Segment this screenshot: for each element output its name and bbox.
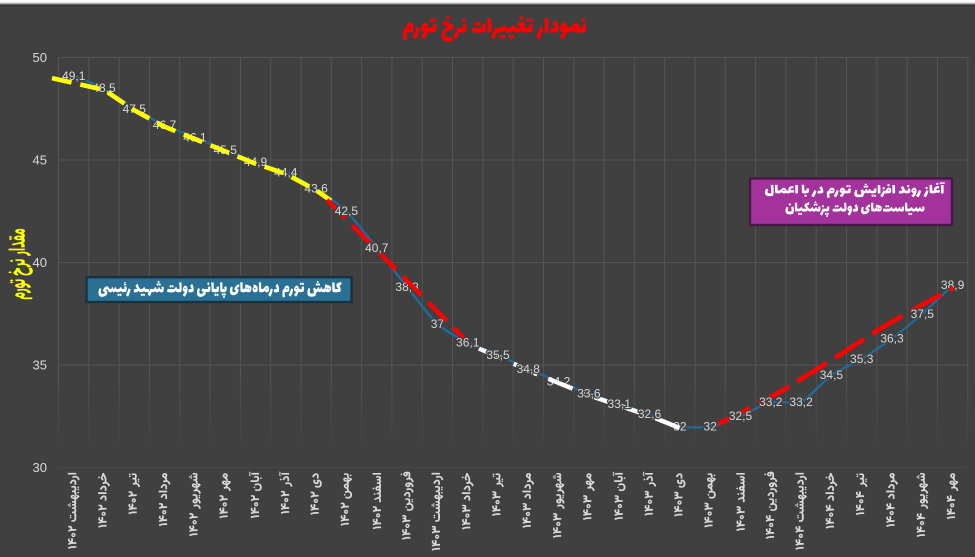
- svg-text:32,6: 32,6: [638, 407, 662, 421]
- svg-text:45: 45: [33, 153, 47, 168]
- svg-text:35,3: 35,3: [850, 352, 874, 366]
- svg-text:35: 35: [33, 358, 47, 373]
- svg-text:42,5: 42,5: [335, 204, 359, 218]
- svg-text:33,1: 33,1: [608, 397, 632, 411]
- svg-text:36,1: 36,1: [456, 335, 480, 349]
- svg-text:32,5: 32,5: [729, 409, 753, 423]
- svg-text:50: 50: [33, 50, 47, 65]
- svg-text:40: 40: [33, 255, 47, 270]
- svg-text:33,2: 33,2: [759, 395, 783, 409]
- svg-text:40,7: 40,7: [365, 241, 389, 255]
- svg-text:34,5: 34,5: [820, 368, 844, 382]
- svg-text:37,5: 37,5: [911, 307, 935, 321]
- svg-text:38,9: 38,9: [941, 278, 965, 292]
- svg-text:33,2: 33,2: [789, 395, 813, 409]
- svg-text:30: 30: [33, 460, 47, 475]
- svg-text:36,3: 36,3: [880, 331, 904, 345]
- svg-text:32: 32: [704, 420, 718, 434]
- svg-text:33,6: 33,6: [577, 387, 601, 401]
- svg-text:35,5: 35,5: [486, 348, 510, 362]
- svg-text:37: 37: [431, 317, 445, 331]
- svg-text:38,8: 38,8: [395, 280, 419, 294]
- svg-text:34,8: 34,8: [517, 362, 541, 376]
